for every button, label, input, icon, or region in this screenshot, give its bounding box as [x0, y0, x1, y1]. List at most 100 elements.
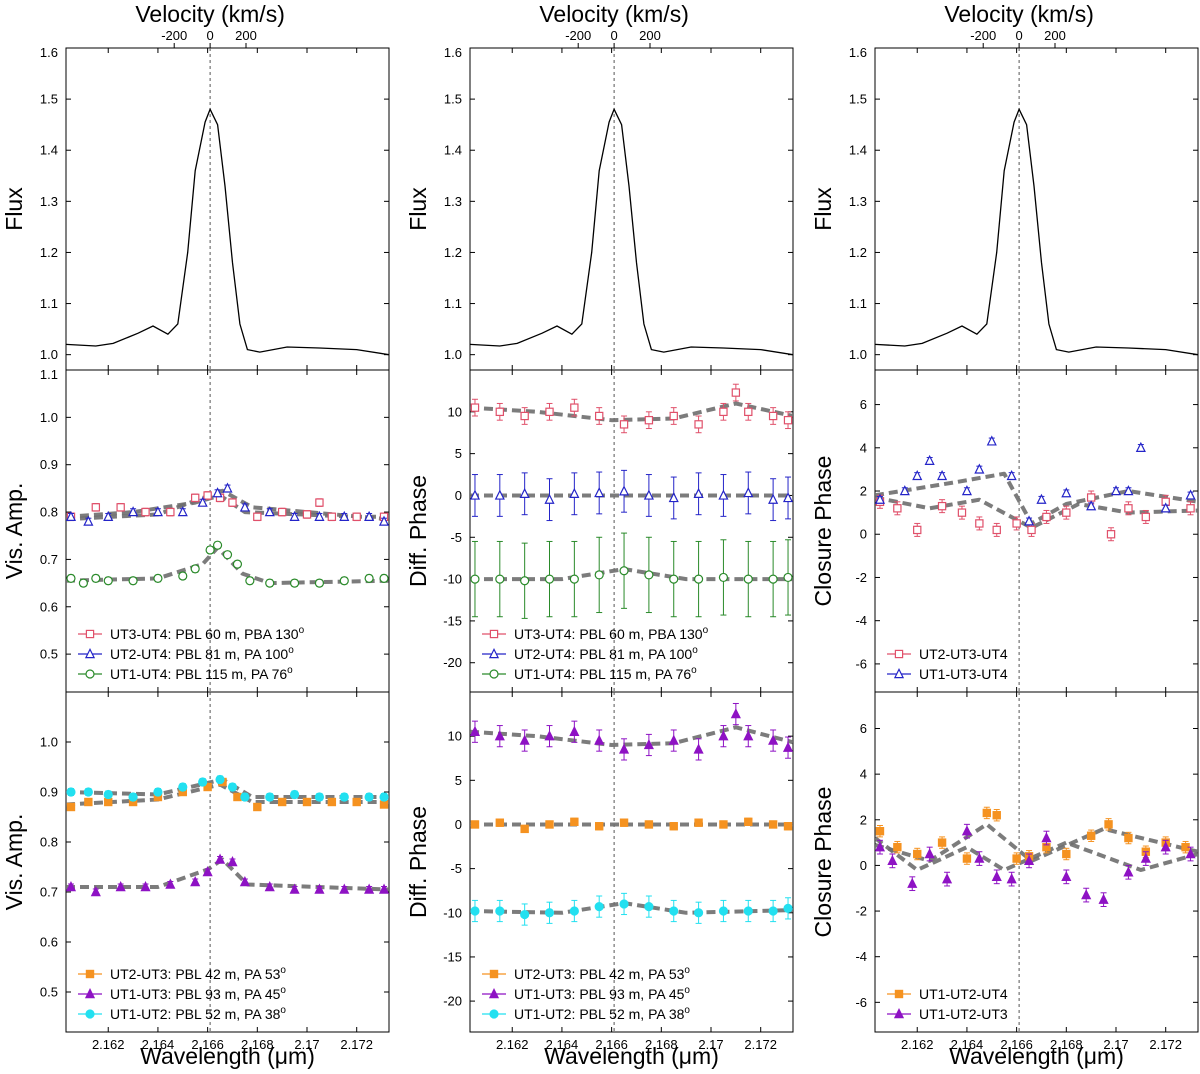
y-tick-label: 1.4: [849, 143, 867, 158]
data-point: [718, 489, 729, 500]
y-tick-label: 0.8: [40, 835, 58, 850]
y-tick-label: 1.3: [40, 194, 58, 209]
data-point: [470, 489, 481, 500]
y-tick-label: 1.2: [849, 245, 867, 260]
data-point: [470, 820, 480, 829]
data-point: [743, 730, 754, 741]
data-point: [937, 501, 947, 511]
series-UT1-UT2: [66, 774, 389, 802]
y-tick-label: 1.2: [40, 245, 58, 260]
panel-flux-right: 1.0 1.1 1.2 1.3 1.4 1.5 1.6 Flux -200 0 200Velocit…: [810, 1, 1199, 371]
data-point: [1106, 530, 1116, 539]
legend-label: UT1-UT4: PBL 115 m, PA 76o: [110, 665, 293, 682]
data-point: [1104, 820, 1113, 829]
data-point: [743, 574, 753, 584]
model-curve: [470, 401, 793, 423]
data-point: [1123, 485, 1134, 496]
data-point: [1185, 489, 1196, 500]
data-point: [986, 435, 997, 446]
series-UT1-UT2-UT4: [875, 806, 1190, 865]
data-point: [1023, 854, 1035, 866]
data-point: [1023, 515, 1035, 526]
data-point: [643, 489, 654, 500]
data-point: [214, 853, 226, 864]
data-point: [165, 878, 176, 889]
y-axis-title: Flux: [1, 187, 27, 231]
legend-label: UT2-UT4: PBL 81 m, PA 100o: [514, 645, 698, 662]
flux-line: [875, 107, 1198, 356]
data-point: [103, 576, 113, 586]
data-point: [731, 388, 741, 397]
data-point: [289, 789, 300, 800]
data-point: [83, 515, 94, 526]
series-UT1-UT3-UT4: [875, 435, 1196, 526]
x-axis-title: Wavelength (μm): [544, 1043, 719, 1069]
data-point: [519, 487, 530, 498]
panel-visamp-1: 0.5 0.6 0.7 0.8 0.9 1.0 1.1 Vis. Amp. UT3-UT4: P…: [1, 367, 390, 693]
data-point: [91, 573, 101, 583]
data-point: [520, 824, 529, 834]
data-point: [893, 842, 902, 852]
data-point: [594, 901, 604, 912]
data-point: [128, 792, 138, 802]
y-tick-label: -6: [855, 656, 867, 671]
data-point: [937, 838, 947, 847]
data-point: [289, 510, 300, 521]
data-point: [289, 883, 300, 894]
y-tick-label: 1.5: [40, 92, 58, 107]
data-point: [913, 849, 922, 859]
y-tick-label: -15: [443, 949, 462, 964]
y-tick-label: -20: [443, 994, 462, 1009]
data-point: [1135, 441, 1146, 452]
data-point: [743, 487, 754, 498]
series-UT1-UT4: [66, 540, 389, 588]
y-tick-label: 0.9: [40, 457, 58, 472]
data-point: [693, 908, 704, 918]
y-tick-label: 4: [860, 440, 867, 455]
x-tick-label: 2.17: [1103, 1037, 1128, 1052]
degree-superscript: o: [299, 625, 305, 636]
data-point: [875, 826, 885, 836]
y-tick-label: -10: [443, 572, 462, 587]
data-point: [1140, 852, 1151, 863]
data-point: [352, 797, 361, 807]
data-point: [302, 510, 312, 519]
data-point: [693, 743, 704, 754]
data-point: [116, 503, 125, 512]
data-point: [495, 818, 505, 827]
legend-label: UT1-UT4: PBL 115 m, PA 76o: [514, 665, 697, 682]
data-point: [378, 515, 389, 526]
model-curve: [66, 857, 389, 892]
data-point: [277, 797, 287, 807]
data-point: [215, 774, 225, 785]
data-point: [913, 525, 922, 535]
data-point: [1141, 512, 1151, 522]
data-point: [1006, 469, 1017, 481]
series-UT1-UT3: [66, 853, 389, 897]
series-UT1-UT3: [470, 702, 793, 761]
data-point: [352, 512, 361, 521]
data-point: [1186, 504, 1195, 513]
data-point: [544, 730, 555, 741]
data-point: [875, 841, 886, 852]
y-tick-label: 6: [860, 721, 867, 736]
plot-content: [66, 107, 389, 356]
data-point: [1086, 500, 1097, 511]
y-tick-label: 10: [448, 729, 462, 744]
legend: UT2-UT3: PBL 42 m, PA 53o UT1-UT3: PBL 93…: [482, 965, 690, 1022]
data-point: [719, 820, 728, 829]
data-point: [519, 734, 530, 745]
data-point: [619, 818, 629, 827]
data-point: [743, 906, 753, 916]
data-point: [239, 501, 250, 512]
legend-label: UT1-UT2-UT3: [919, 1006, 1008, 1022]
y-tick-label: 10: [448, 404, 462, 419]
y-tick-label: 0.8: [40, 505, 58, 520]
data-point: [302, 797, 312, 807]
data-point: [992, 811, 1001, 820]
data-point: [974, 463, 985, 474]
data-point: [66, 510, 77, 521]
data-point: [339, 792, 349, 802]
data-point: [264, 506, 275, 517]
